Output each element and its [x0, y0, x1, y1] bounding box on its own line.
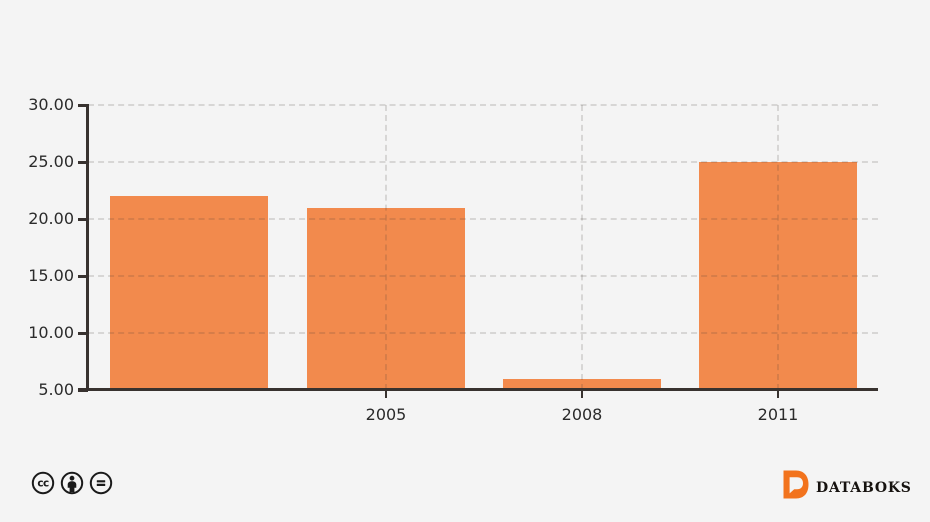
- x-axis-line: [78, 388, 878, 391]
- databoks-logo-icon: [781, 470, 809, 503]
- y-axis-label-20: 20.00: [28, 209, 74, 228]
- no-derivatives-icon: [89, 471, 113, 495]
- y-tick-20: [78, 217, 88, 221]
- x-tick-2011: [777, 390, 779, 398]
- y-tick-30: [78, 103, 88, 107]
- attribution-icon: [60, 471, 84, 495]
- y-axis-label-15: 15.00: [28, 266, 74, 285]
- cc-icon: cc: [31, 471, 55, 495]
- x-axis-label-2008: 2008: [561, 405, 603, 424]
- bar-series-1: [110, 196, 268, 390]
- h-gridline-30: [88, 104, 878, 106]
- bar-2011: [699, 162, 857, 390]
- v-gridline-2005: [385, 105, 387, 390]
- v-gridline-2008: [581, 105, 583, 390]
- y-axis-label-10: 10.00: [28, 323, 74, 342]
- y-axis-line: [86, 104, 89, 391]
- y-tick-10: [78, 331, 88, 335]
- h-gridline-20: [88, 218, 878, 220]
- x-tick-2005: [385, 390, 387, 398]
- x-axis-label-2011: 2011: [757, 405, 799, 424]
- y-axis-label-25: 25.00: [28, 152, 74, 171]
- v-gridline-2011: [777, 105, 779, 390]
- h-gridline-15: [88, 275, 878, 277]
- y-axis-label-30: 30.00: [28, 95, 74, 114]
- license-icons: cc: [31, 471, 113, 495]
- svg-text:cc: cc: [37, 478, 49, 490]
- h-gridline-10: [88, 332, 878, 334]
- x-axis-label-2005: 2005: [365, 405, 407, 424]
- y-axis-label-5: 5.00: [38, 380, 74, 399]
- bar-2005: [307, 207, 465, 390]
- bar-2008: [503, 378, 661, 390]
- databoks-brand: DATABOKS: [781, 470, 912, 503]
- h-gridline-25: [88, 161, 878, 163]
- x-tick-2008: [581, 390, 583, 398]
- y-tick-15: [78, 274, 88, 278]
- y-tick-25: [78, 160, 88, 164]
- databoks-brand-name: DATABOKS: [816, 479, 912, 496]
